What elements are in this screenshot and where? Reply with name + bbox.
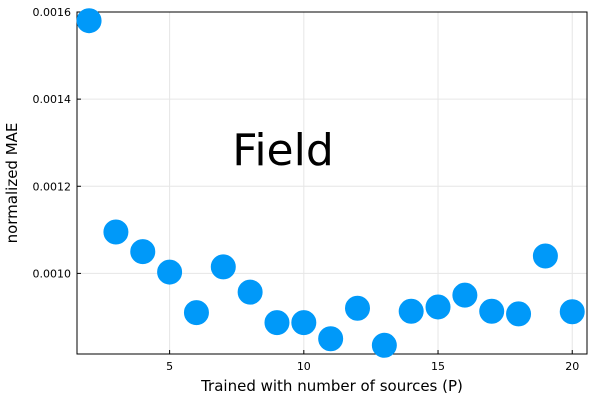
x-axis-label: Trained with number of sources (P): [200, 377, 463, 395]
y-tick-label: 0.0014: [33, 93, 72, 106]
y-axis-label: normalized MAE: [3, 123, 21, 244]
y-tick-label: 0.0016: [33, 6, 72, 19]
plot-frame: [76, 11, 588, 355]
data-point: [157, 259, 183, 285]
x-tick-label: 10: [297, 360, 311, 373]
ticks: 5 10 15 20 0.0010 0.0012 0.0014 0.0016: [33, 6, 580, 373]
data-point: [237, 279, 263, 305]
y-tick-label: 0.0012: [33, 180, 72, 193]
data-point: [452, 282, 478, 308]
x-tick-label: 5: [166, 360, 173, 373]
data-point: [425, 294, 451, 320]
data-point: [345, 295, 370, 321]
x-tick-label: 20: [565, 360, 579, 373]
grid: [77, 11, 587, 354]
data-point: [76, 8, 102, 34]
field-annotation: Field: [232, 125, 334, 176]
x-tick-label: 15: [431, 360, 445, 373]
data-points: [76, 8, 585, 358]
data-point: [559, 299, 585, 325]
data-point: [318, 326, 344, 352]
data-point: [506, 301, 532, 327]
data-point: [479, 298, 505, 324]
data-point: [130, 239, 156, 265]
data-point: [210, 254, 236, 280]
data-point: [371, 332, 397, 358]
data-point: [103, 219, 129, 245]
data-point: [291, 310, 317, 336]
data-point: [398, 298, 424, 324]
data-point: [183, 300, 209, 326]
data-point: [264, 310, 290, 336]
data-point: [532, 243, 558, 269]
y-tick-label: 0.0010: [33, 267, 72, 280]
